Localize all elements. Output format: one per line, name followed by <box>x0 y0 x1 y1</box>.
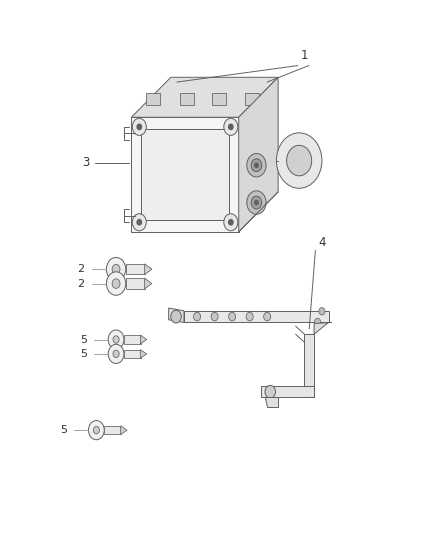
Text: 1: 1 <box>300 50 308 62</box>
Polygon shape <box>184 311 328 322</box>
Circle shape <box>93 426 99 434</box>
Circle shape <box>276 133 322 188</box>
Circle shape <box>254 200 258 205</box>
Polygon shape <box>180 93 194 104</box>
Circle shape <box>224 118 238 135</box>
Polygon shape <box>212 93 226 104</box>
Circle shape <box>137 220 141 225</box>
Polygon shape <box>140 335 147 344</box>
Circle shape <box>112 264 120 274</box>
Circle shape <box>211 312 218 321</box>
Circle shape <box>113 350 119 358</box>
Circle shape <box>229 312 236 321</box>
Polygon shape <box>261 386 314 397</box>
Polygon shape <box>131 77 278 117</box>
Circle shape <box>229 124 233 130</box>
Circle shape <box>194 312 201 321</box>
Circle shape <box>319 308 325 315</box>
Circle shape <box>251 159 261 172</box>
Polygon shape <box>140 350 147 358</box>
Circle shape <box>264 312 271 321</box>
Polygon shape <box>141 129 229 220</box>
Polygon shape <box>104 426 121 434</box>
Polygon shape <box>131 117 239 232</box>
Polygon shape <box>126 278 145 289</box>
Circle shape <box>251 196 261 209</box>
Circle shape <box>224 214 238 231</box>
Polygon shape <box>124 335 141 344</box>
Circle shape <box>254 163 258 167</box>
Circle shape <box>246 312 253 321</box>
Text: 2: 2 <box>78 264 85 274</box>
Text: 5: 5 <box>80 349 87 359</box>
Circle shape <box>314 318 321 326</box>
Text: 5: 5 <box>60 425 67 435</box>
Text: 2: 2 <box>78 279 85 288</box>
Circle shape <box>106 272 126 295</box>
Polygon shape <box>304 334 314 397</box>
Circle shape <box>265 385 276 398</box>
Polygon shape <box>314 322 332 334</box>
Text: 5: 5 <box>80 335 87 344</box>
Circle shape <box>132 214 146 231</box>
Circle shape <box>137 124 141 130</box>
Polygon shape <box>126 264 145 274</box>
Circle shape <box>247 191 266 214</box>
Polygon shape <box>145 278 152 289</box>
Circle shape <box>108 330 124 349</box>
Circle shape <box>171 310 181 323</box>
Circle shape <box>88 421 104 440</box>
Polygon shape <box>245 93 259 104</box>
Circle shape <box>132 118 146 135</box>
Circle shape <box>108 344 124 364</box>
Text: 3: 3 <box>82 156 89 169</box>
Polygon shape <box>120 426 127 434</box>
Polygon shape <box>145 264 152 274</box>
Circle shape <box>247 154 266 177</box>
Polygon shape <box>169 308 184 322</box>
Circle shape <box>106 257 126 281</box>
Circle shape <box>229 220 233 225</box>
Circle shape <box>286 146 312 176</box>
Circle shape <box>113 336 119 343</box>
Circle shape <box>112 279 120 288</box>
Polygon shape <box>124 350 141 358</box>
Polygon shape <box>146 93 160 104</box>
Polygon shape <box>265 397 278 407</box>
Text: 4: 4 <box>318 236 326 249</box>
Polygon shape <box>239 77 278 232</box>
